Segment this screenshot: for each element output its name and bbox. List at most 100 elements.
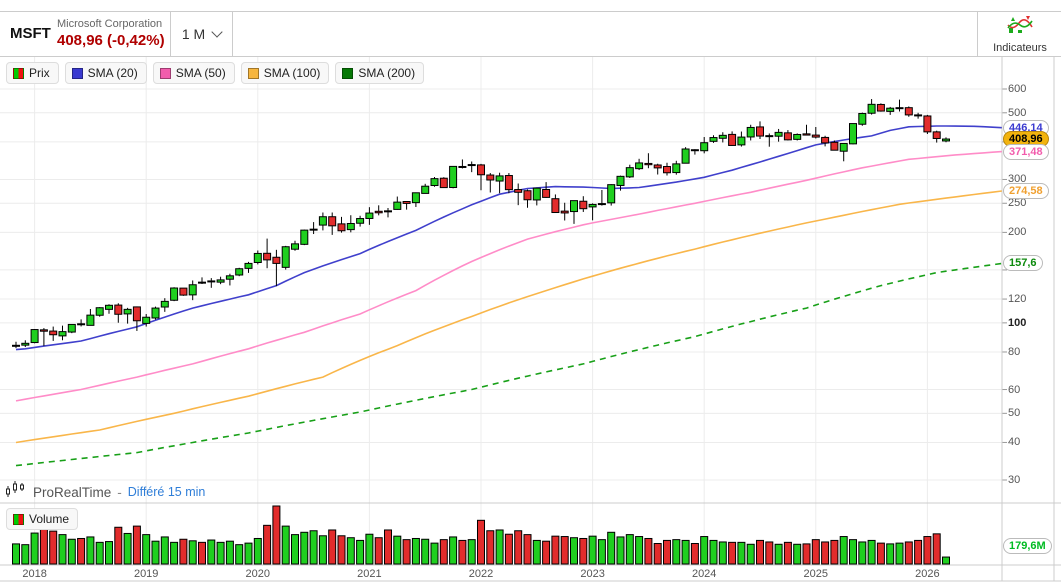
candle	[309, 228, 318, 231]
price-tick-label: 60	[1008, 383, 1021, 396]
volume-bar	[709, 539, 718, 565]
volume-bar	[532, 539, 541, 565]
candle	[105, 304, 113, 310]
legend-chip-volume[interactable]: Volume	[6, 508, 79, 530]
volume-bar	[216, 541, 225, 565]
volume-bar	[811, 539, 820, 565]
volume-bar	[923, 536, 932, 565]
candle	[402, 201, 411, 204]
legend-chip-sma200[interactable]: SMA (200)	[335, 62, 425, 84]
volume-bar	[830, 539, 839, 565]
candle	[690, 149, 699, 152]
legend-chip-prix[interactable]: Prix	[6, 62, 59, 84]
candle	[504, 175, 513, 191]
legend-label: Prix	[29, 66, 50, 80]
volume-bar	[588, 535, 597, 565]
candlesticks-icon	[5, 481, 27, 503]
candle	[811, 134, 820, 138]
candle	[281, 246, 290, 268]
ticker-symbol: MSFT	[10, 25, 51, 42]
candles-icon	[13, 67, 24, 79]
volume-bar	[570, 537, 578, 565]
candle	[523, 190, 532, 201]
legend-chip-sma100[interactable]: SMA (100)	[240, 62, 330, 84]
volume-bar	[49, 530, 58, 565]
indicators-button[interactable]: Indicateurs	[977, 11, 1061, 57]
candle	[849, 123, 857, 145]
candle	[653, 164, 662, 169]
candle	[793, 133, 802, 140]
year-label: 2025	[803, 568, 829, 580]
volume-bar	[690, 543, 699, 565]
candle	[365, 212, 374, 219]
year-label: 2019	[133, 568, 159, 580]
volume-bar	[783, 541, 792, 565]
volume-bar	[346, 537, 355, 565]
volume-bar	[198, 541, 206, 565]
price-tick-label: 30	[1008, 474, 1021, 486]
volume-bar	[718, 541, 727, 565]
candle	[67, 323, 76, 333]
price-badge-derniercours: 408,96	[1003, 131, 1049, 148]
borders-layer	[0, 57, 1061, 582]
candle	[728, 133, 737, 146]
last-volume-badge: 179,6M	[1003, 538, 1052, 554]
volume-bar	[616, 536, 625, 565]
volume-bar	[281, 525, 290, 565]
legend-chip-sma50[interactable]: SMA (50)	[152, 62, 235, 84]
volume-bar	[142, 534, 151, 565]
timeframe-selector[interactable]: 1 M	[171, 11, 232, 57]
price-tick-label: 200	[1008, 226, 1027, 239]
candle	[663, 166, 671, 174]
volume-bar	[839, 536, 848, 565]
legend-label: SMA (50)	[175, 66, 226, 80]
sma100-swatch-icon	[247, 67, 259, 79]
candle	[160, 300, 169, 308]
delayed-data-link[interactable]: Différé 15 min	[127, 485, 206, 499]
volume-bar	[514, 530, 523, 565]
price-badge-sma100: 274,58	[1003, 183, 1049, 200]
candle	[421, 185, 430, 194]
volume-bar	[430, 542, 439, 565]
year-label: 2023	[580, 568, 605, 580]
volume-bar	[579, 537, 588, 565]
volume-bar	[802, 543, 811, 565]
volume-bar	[477, 519, 485, 565]
price-tick-label: 120	[1008, 293, 1027, 306]
volume-bar	[170, 541, 179, 565]
candle	[765, 135, 774, 138]
legend-chip-sma20[interactable]: SMA (20)	[64, 62, 147, 84]
volume-bar	[86, 536, 95, 565]
volume-bar	[105, 541, 113, 565]
candle	[607, 184, 616, 204]
indicators-label: Indicateurs	[993, 41, 1047, 54]
watermark-brand: ProRealTime	[33, 484, 112, 500]
price-tick-label: 80	[1008, 345, 1021, 358]
volume-bar	[560, 536, 569, 565]
header-bottom-border	[0, 56, 1061, 57]
volume-bar	[95, 541, 104, 565]
volume-bar	[663, 539, 671, 565]
candle	[551, 198, 560, 214]
year-label: 2026	[915, 568, 940, 580]
volume-bar	[895, 542, 904, 565]
volume-bar	[644, 537, 653, 565]
volume-bar	[467, 539, 476, 565]
candle	[253, 252, 262, 263]
candle	[700, 142, 709, 152]
candle	[932, 131, 941, 139]
volume-bar	[737, 541, 746, 565]
candle	[123, 308, 132, 315]
legend-label: SMA (200)	[358, 66, 416, 80]
volume-bar	[421, 538, 430, 565]
volume-layer	[12, 505, 950, 565]
volume-bar	[77, 537, 86, 565]
volume-bar	[12, 543, 20, 565]
volume-bar	[151, 540, 160, 565]
candle	[430, 178, 439, 187]
legend-label: Volume	[29, 512, 70, 526]
volume-bar	[942, 556, 950, 565]
volume-bar	[179, 538, 188, 565]
volume-bar	[821, 541, 830, 565]
